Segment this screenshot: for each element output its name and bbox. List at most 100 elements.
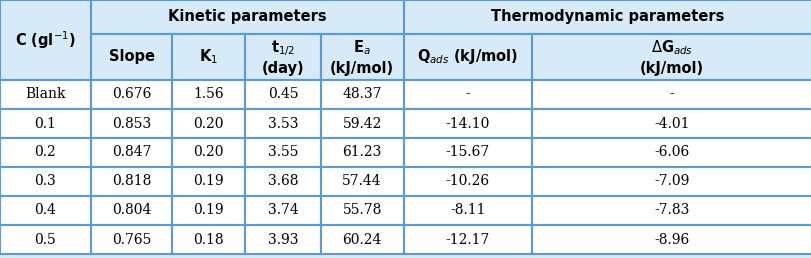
Text: -8.11: -8.11 xyxy=(449,204,485,217)
Text: 57.44: 57.44 xyxy=(342,174,381,189)
Bar xyxy=(91,138,172,167)
Bar xyxy=(320,138,403,167)
Bar xyxy=(172,80,245,109)
Bar xyxy=(245,138,320,167)
Text: 0.5: 0.5 xyxy=(35,232,56,246)
Text: 0.2: 0.2 xyxy=(35,146,56,159)
Text: Blank: Blank xyxy=(25,87,66,101)
Bar xyxy=(91,167,172,196)
Text: 3.53: 3.53 xyxy=(268,117,298,131)
Text: -6.06: -6.06 xyxy=(654,146,689,159)
Bar xyxy=(0,138,91,167)
Text: 3.93: 3.93 xyxy=(268,232,298,246)
Text: 0.20: 0.20 xyxy=(193,117,224,131)
Text: 0.765: 0.765 xyxy=(112,232,151,246)
Text: C (gl$^{-1}$): C (gl$^{-1}$) xyxy=(15,29,76,51)
Text: Q$_{ads}$ (kJ/mol): Q$_{ads}$ (kJ/mol) xyxy=(417,47,517,67)
Bar xyxy=(531,109,811,138)
Text: -7.09: -7.09 xyxy=(654,174,689,189)
Text: 0.847: 0.847 xyxy=(112,146,151,159)
Bar xyxy=(245,196,320,225)
Bar xyxy=(172,34,245,80)
Text: Kinetic parameters: Kinetic parameters xyxy=(168,10,326,25)
Text: -12.17: -12.17 xyxy=(445,232,489,246)
Text: 3.55: 3.55 xyxy=(268,146,298,159)
Bar xyxy=(403,0,811,34)
Bar xyxy=(320,109,403,138)
Text: 0.19: 0.19 xyxy=(193,204,224,217)
Bar xyxy=(172,167,245,196)
Text: -4.01: -4.01 xyxy=(654,117,689,131)
Bar xyxy=(245,80,320,109)
Text: 0.19: 0.19 xyxy=(193,174,224,189)
Bar xyxy=(172,109,245,138)
Text: Slope: Slope xyxy=(109,50,154,64)
Text: -: - xyxy=(669,87,673,101)
Bar xyxy=(172,138,245,167)
Bar xyxy=(0,0,91,80)
Bar xyxy=(172,196,245,225)
Text: 55.78: 55.78 xyxy=(342,204,381,217)
Text: 60.24: 60.24 xyxy=(342,232,381,246)
Text: 0.676: 0.676 xyxy=(112,87,151,101)
Bar xyxy=(91,196,172,225)
Bar xyxy=(91,225,172,254)
Text: K$_1$: K$_1$ xyxy=(199,48,218,66)
Text: -: - xyxy=(465,87,470,101)
Bar xyxy=(245,167,320,196)
Bar xyxy=(0,225,91,254)
Bar xyxy=(403,196,531,225)
Bar xyxy=(245,225,320,254)
Text: 61.23: 61.23 xyxy=(342,146,381,159)
Text: Thermodynamic parameters: Thermodynamic parameters xyxy=(491,10,723,25)
Text: 0.804: 0.804 xyxy=(112,204,151,217)
Bar xyxy=(403,34,531,80)
Bar xyxy=(531,80,811,109)
Text: -15.67: -15.67 xyxy=(445,146,489,159)
Bar xyxy=(531,34,811,80)
Text: 3.68: 3.68 xyxy=(268,174,298,189)
Text: 0.3: 0.3 xyxy=(35,174,56,189)
Bar xyxy=(531,225,811,254)
Text: 59.42: 59.42 xyxy=(342,117,381,131)
Text: $\Delta$G$_{ads}$
(kJ/mol): $\Delta$G$_{ads}$ (kJ/mol) xyxy=(639,38,703,76)
Text: 48.37: 48.37 xyxy=(342,87,381,101)
Bar xyxy=(320,167,403,196)
Bar xyxy=(403,109,531,138)
Text: 0.853: 0.853 xyxy=(112,117,151,131)
Text: 0.18: 0.18 xyxy=(193,232,224,246)
Bar xyxy=(245,34,320,80)
Bar xyxy=(320,225,403,254)
Text: 0.4: 0.4 xyxy=(35,204,56,217)
Bar xyxy=(320,34,403,80)
Bar xyxy=(531,138,811,167)
Text: -7.83: -7.83 xyxy=(654,204,689,217)
Text: E$_a$
(kJ/mol): E$_a$ (kJ/mol) xyxy=(330,38,393,76)
Text: -10.26: -10.26 xyxy=(445,174,489,189)
Bar xyxy=(320,80,403,109)
Text: 0.20: 0.20 xyxy=(193,146,224,159)
Text: 0.1: 0.1 xyxy=(35,117,56,131)
Text: -8.96: -8.96 xyxy=(654,232,689,246)
Bar xyxy=(403,138,531,167)
Bar xyxy=(245,109,320,138)
Bar xyxy=(531,167,811,196)
Bar xyxy=(403,80,531,109)
Bar xyxy=(91,109,172,138)
Bar xyxy=(91,34,172,80)
Bar xyxy=(320,196,403,225)
Bar xyxy=(91,80,172,109)
Bar xyxy=(0,167,91,196)
Bar xyxy=(403,167,531,196)
Bar xyxy=(172,225,245,254)
Text: -14.10: -14.10 xyxy=(445,117,489,131)
Bar xyxy=(0,80,91,109)
Bar xyxy=(91,0,403,34)
Text: 3.74: 3.74 xyxy=(268,204,298,217)
Bar xyxy=(0,109,91,138)
Bar xyxy=(531,196,811,225)
Text: 1.56: 1.56 xyxy=(193,87,224,101)
Text: 0.818: 0.818 xyxy=(112,174,151,189)
Text: 0.45: 0.45 xyxy=(268,87,298,101)
Text: t$_{1/2}$
(day): t$_{1/2}$ (day) xyxy=(261,38,304,76)
